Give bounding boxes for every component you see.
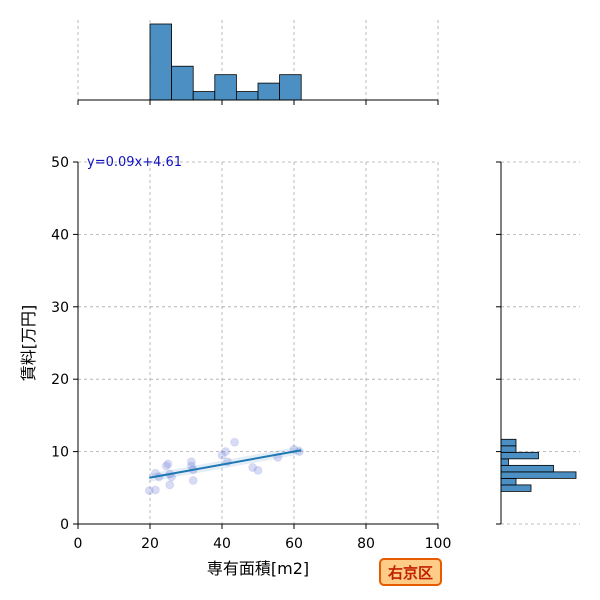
scatter-point bbox=[163, 459, 173, 469]
y-ticks: 0 10 20 30 40 50 bbox=[51, 155, 78, 533]
scatter-point bbox=[150, 485, 160, 495]
top-hist-bar bbox=[149, 23, 173, 101]
y-tick-label: 0 bbox=[60, 517, 69, 533]
right-hist-bar bbox=[500, 438, 517, 447]
x-axis-label: 専有面積[m2] bbox=[207, 559, 309, 578]
right-hist-bar bbox=[500, 458, 509, 466]
right-hist-bar bbox=[500, 451, 539, 460]
y-axis-label: 賃料[万円] bbox=[19, 305, 38, 382]
top-histogram bbox=[149, 23, 302, 101]
x-tick-label: 100 bbox=[425, 536, 452, 552]
top-hist-axis bbox=[77, 99, 439, 105]
regression-equation: y=0.09x+4.61 bbox=[87, 155, 182, 170]
y-tick-label: 20 bbox=[51, 372, 69, 388]
region-badge: 右京区 bbox=[379, 558, 442, 586]
top-hist-bar bbox=[235, 91, 259, 101]
right-hist-bar bbox=[500, 464, 554, 473]
region-badge-box bbox=[379, 558, 442, 586]
x-tick-label: 40 bbox=[213, 536, 231, 552]
scatter-point bbox=[186, 457, 196, 467]
top-hist-bar bbox=[214, 74, 237, 101]
top-hist-bar bbox=[279, 74, 302, 101]
main-grid bbox=[77, 161, 439, 525]
scatter-point bbox=[161, 461, 171, 471]
scatter-point bbox=[165, 480, 175, 490]
x-ticks: 0 20 40 60 80 100 bbox=[74, 524, 452, 552]
top-hist-bar bbox=[171, 65, 194, 101]
y-tick-label: 10 bbox=[51, 445, 69, 461]
right-hist-bar bbox=[500, 484, 532, 492]
y-tick-label: 30 bbox=[51, 300, 69, 316]
y-tick-label: 40 bbox=[51, 227, 69, 243]
scatter-point bbox=[253, 465, 263, 475]
x-tick-label: 80 bbox=[357, 536, 375, 552]
scatter-point bbox=[248, 463, 258, 473]
x-tick-label: 0 bbox=[74, 536, 83, 552]
top-hist-bar bbox=[257, 82, 281, 101]
x-tick-label: 60 bbox=[285, 536, 303, 552]
right-hist-axis bbox=[496, 161, 502, 525]
x-tick-label: 20 bbox=[141, 536, 159, 552]
scatter-point bbox=[144, 486, 154, 496]
main-axes bbox=[77, 162, 438, 525]
regression-line bbox=[149, 446, 302, 482]
top-hist-bar bbox=[192, 91, 216, 101]
scatter-point bbox=[230, 437, 240, 447]
right-hist-bar bbox=[500, 477, 517, 486]
scatter-point bbox=[221, 447, 231, 457]
scatter-point bbox=[188, 476, 198, 486]
y-tick-label: 50 bbox=[51, 155, 69, 171]
regression-fit-line bbox=[149, 449, 302, 479]
region-badge-label: 右京区 bbox=[388, 564, 433, 582]
right-histogram bbox=[500, 438, 577, 492]
right-hist-bar bbox=[500, 445, 517, 453]
right-hist-bar bbox=[500, 471, 577, 479]
scatter-point bbox=[217, 450, 227, 460]
